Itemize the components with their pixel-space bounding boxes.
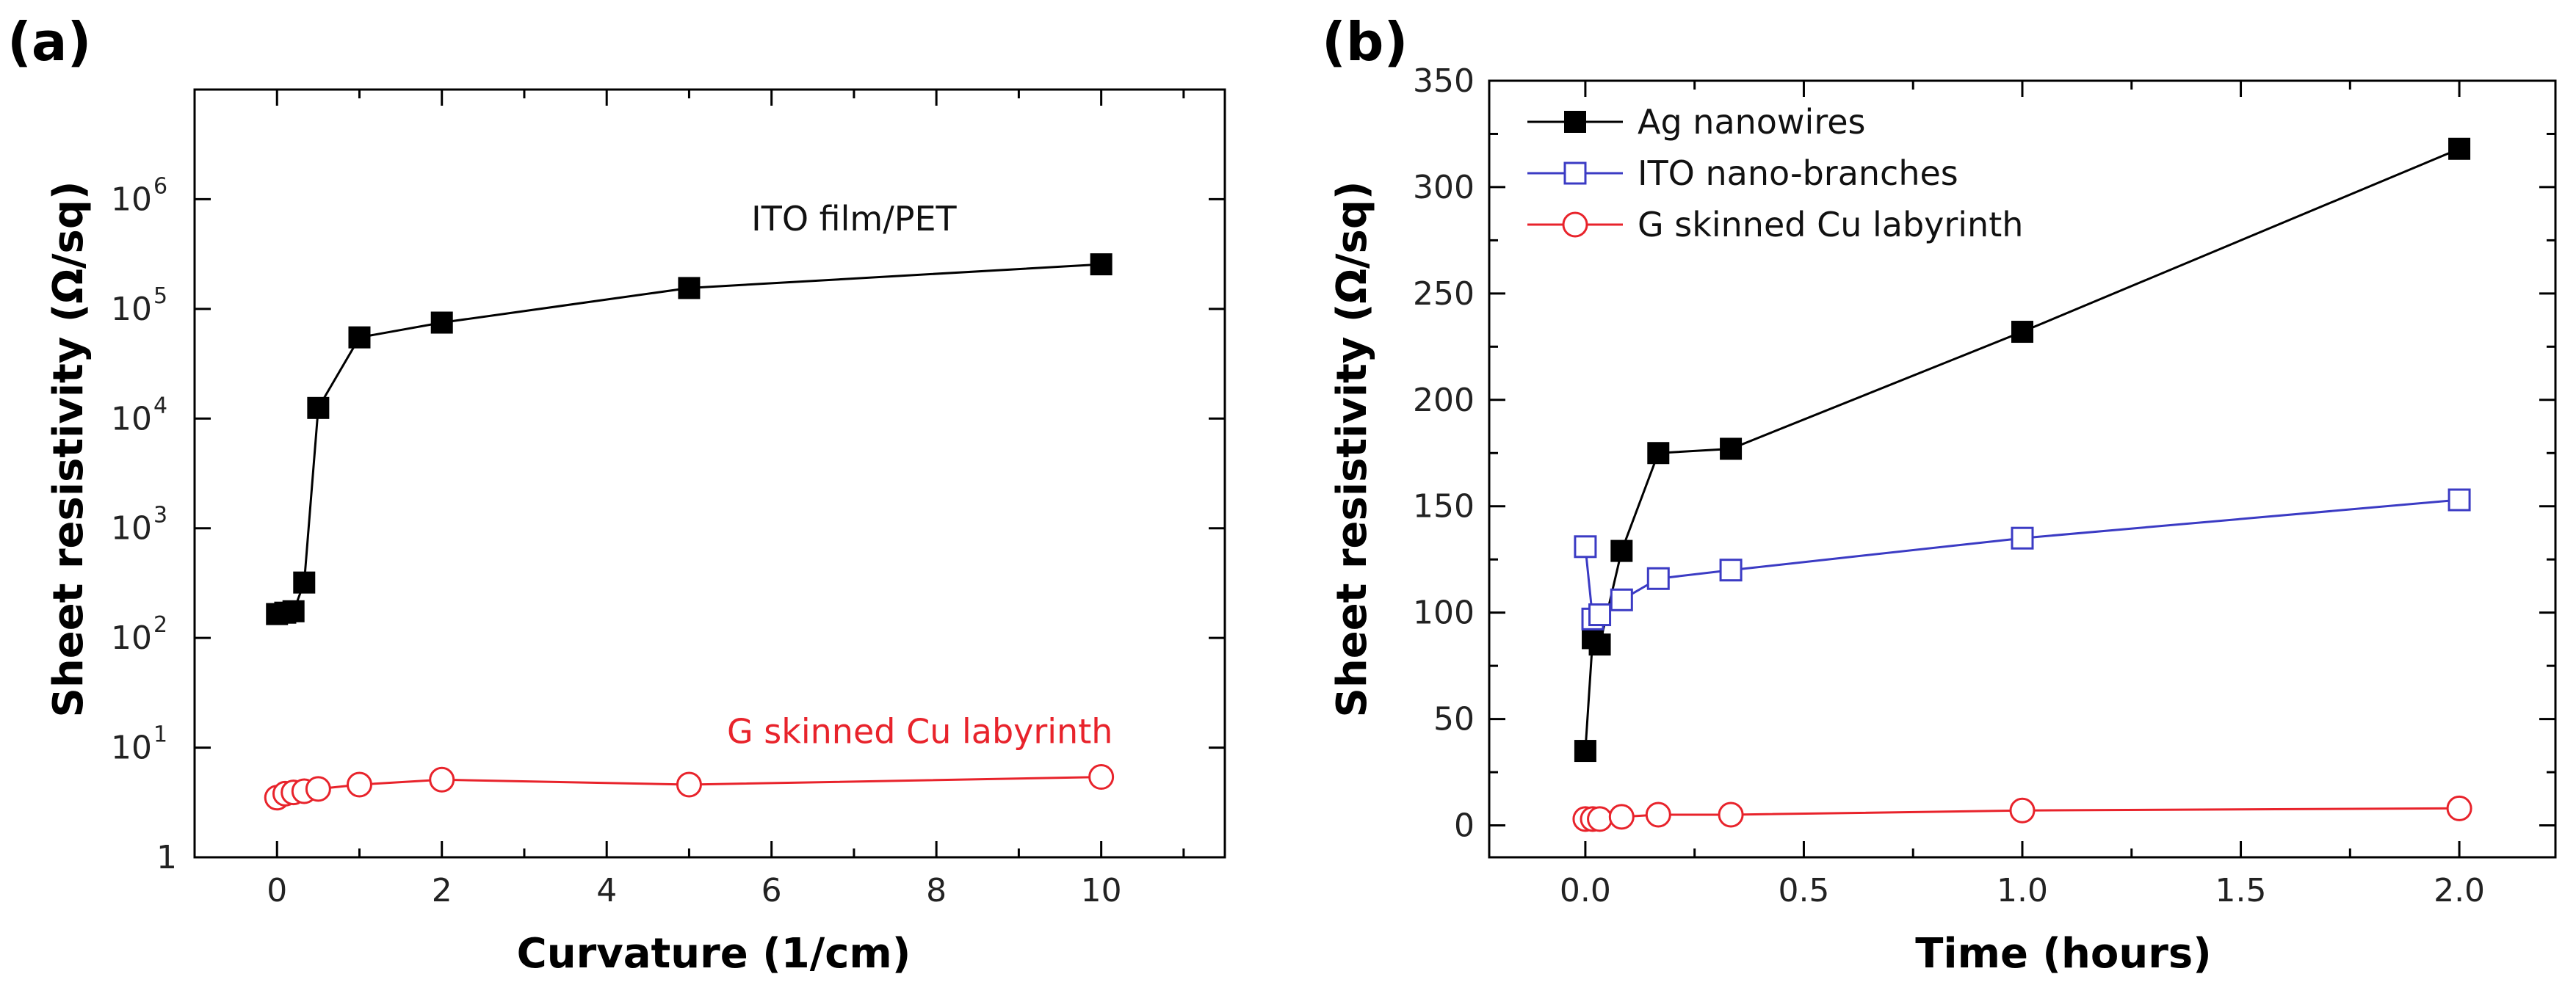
data-point: [2446, 795, 2472, 821]
data-point: [676, 771, 702, 798]
panel-a-x-axis-title: Curvature (1/cm): [517, 930, 911, 978]
x-tick-label: 2.0: [2434, 872, 2485, 909]
x-tick-label: 0.5: [1778, 872, 1829, 909]
panel-a: (a) Curvature (1/cm) Sheet resistivity (…: [7, 11, 1226, 978]
data-point: [348, 326, 371, 349]
data-point: [2011, 321, 2033, 344]
x-tick-label: 1.5: [2215, 872, 2267, 909]
data-point: [1646, 567, 1670, 590]
data-point: [1574, 535, 1597, 559]
panel-a-y-axis-title: Sheet resistivity (Ω/sq): [45, 181, 93, 718]
panel-a-label: (a): [7, 11, 91, 73]
y-tick-label: 10: [111, 291, 152, 328]
data-point: [430, 311, 453, 334]
panel-b-y-axis-title: Sheet resistivity (Ω/sq): [1328, 181, 1376, 718]
y-tick-label: 10: [111, 181, 152, 218]
panel-b: (b) Time (hours) Sheet resistivity (Ω/sq…: [1322, 11, 2557, 978]
y-tick-label: 250: [1413, 275, 1475, 313]
data-point: [2009, 797, 2036, 824]
legend-label-ito-nano-branches: ITO nano-branches: [1638, 153, 1958, 193]
y-tick-label: 200: [1413, 382, 1475, 419]
panel-b-x-axis-title: Time (hours): [1915, 930, 2212, 978]
x-tick-label: 1.0: [1997, 872, 2048, 909]
y-tick-label: 10: [111, 510, 152, 548]
y-tick-exponent: 4: [153, 393, 167, 418]
x-tick-label: 6: [761, 872, 782, 909]
y-tick-exponent: 3: [153, 503, 167, 528]
data-point: [1588, 603, 1612, 627]
y-tick-label: 10: [111, 730, 152, 767]
panel-a-annotation-g-skinned-cu: G skinned Cu labyrinth: [727, 711, 1112, 751]
data-point: [346, 771, 372, 798]
x-tick-label: 0.0: [1560, 872, 1611, 909]
data-point: [1645, 802, 1671, 828]
data-point: [282, 600, 305, 622]
data-point: [1719, 559, 1743, 582]
data-point: [293, 571, 316, 594]
x-tick-label: 10: [1081, 872, 1122, 909]
data-point: [2447, 488, 2471, 512]
y-tick-label: 350: [1413, 62, 1475, 100]
x-tick-label: 2: [432, 872, 452, 909]
x-tick-label: 4: [596, 872, 617, 909]
legend-item-ag-nanowires: Ag nanowires: [1527, 102, 1866, 142]
y-tick-exponent: 1: [153, 722, 167, 748]
legend-label-ag-nanowires: Ag nanowires: [1638, 102, 1866, 142]
panel-b-legend: Ag nanowires ITO nano-branches G skinned…: [1527, 102, 2023, 244]
data-point: [678, 277, 701, 299]
data-point: [1610, 588, 1633, 611]
panel-a-annotation-ito-film-pet: ITO film/PET: [751, 199, 957, 239]
data-point: [1574, 740, 1596, 763]
y-tick-label: 10: [111, 619, 152, 657]
data-point: [1088, 764, 1115, 790]
y-tick-exponent: 5: [153, 283, 167, 309]
data-point: [305, 776, 331, 802]
y-tick-exponent: 6: [153, 173, 167, 199]
y-tick-label: 100: [1413, 595, 1475, 632]
data-point: [1588, 633, 1611, 656]
data-point: [429, 766, 455, 793]
y-tick-label: 10: [111, 400, 152, 437]
panel-a-plot-frame: [193, 88, 1226, 859]
data-point: [1718, 802, 1744, 828]
data-point: [2448, 137, 2471, 160]
legend-marker-ag-nanowires: [1564, 111, 1586, 133]
data-point: [1720, 437, 1743, 460]
legend-marker-g-skinned-cu: [1562, 211, 1588, 238]
y-tick-label: 50: [1433, 701, 1475, 738]
panel-b-label: (b): [1322, 11, 1408, 73]
data-point: [1608, 804, 1635, 830]
data-point: [1610, 539, 1633, 562]
data-point: [307, 396, 330, 419]
data-point: [1587, 806, 1613, 832]
y-tick-exponent: 2: [153, 612, 167, 638]
data-point: [1090, 253, 1112, 276]
y-tick-label: 150: [1413, 488, 1475, 526]
data-point: [2011, 526, 2034, 550]
legend-item-ito-nano-branches: ITO nano-branches: [1527, 153, 1958, 193]
y-tick-label: 300: [1413, 169, 1475, 206]
x-tick-label: 0: [267, 872, 287, 909]
y-tick-label: 1: [156, 839, 177, 876]
legend-item-g-skinned-cu: G skinned Cu labyrinth: [1527, 205, 2023, 244]
legend-marker-ito-nano-branches: [1563, 161, 1587, 185]
data-point: [1647, 442, 1670, 465]
x-tick-label: 8: [926, 872, 947, 909]
legend-label-g-skinned-cu: G skinned Cu labyrinth: [1638, 205, 2023, 244]
y-tick-label: 0: [1454, 807, 1475, 845]
